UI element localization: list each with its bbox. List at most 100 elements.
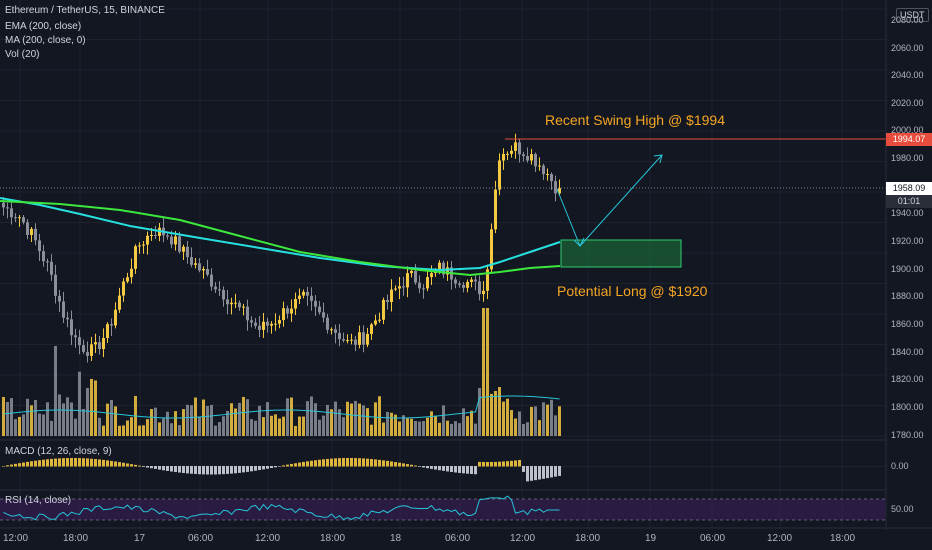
- volume-bar: [530, 406, 533, 436]
- candle-body: [174, 236, 177, 245]
- symbol-legend[interactable]: Ethereum / TetherUS, 15, BINANCE: [5, 5, 165, 16]
- macd-bar: [194, 466, 197, 475]
- macd-bar: [198, 466, 201, 475]
- macd-bar: [174, 466, 177, 473]
- macd-bar: [126, 463, 129, 467]
- candle-body: [82, 345, 85, 352]
- volume-bar: [370, 424, 373, 436]
- macd-bar: [446, 466, 449, 472]
- candle-body: [350, 339, 353, 341]
- candle-body: [334, 329, 337, 333]
- candle-body: [322, 312, 325, 318]
- ema-line: [0, 197, 561, 272]
- candle-body: [130, 268, 133, 278]
- macd-bar: [158, 466, 161, 470]
- candle-body: [538, 165, 541, 167]
- candle-body: [6, 207, 9, 209]
- macd-bar: [546, 466, 549, 479]
- macd-bar: [270, 466, 273, 469]
- volume-bar: [302, 416, 305, 436]
- candle-body: [58, 295, 61, 302]
- candle-body: [10, 208, 13, 218]
- macd-bar: [286, 464, 289, 467]
- volume-bar: [158, 422, 161, 436]
- time-label: 18:00: [575, 533, 601, 544]
- macd-bar: [34, 460, 37, 467]
- macd-bar: [482, 461, 485, 467]
- volume-bar: [190, 405, 193, 436]
- candle-body: [250, 320, 253, 323]
- candle-body: [354, 339, 357, 345]
- candle-body: [94, 342, 97, 345]
- candle-body: [46, 261, 49, 263]
- candle-body: [422, 288, 425, 290]
- volume-bar: [38, 413, 41, 436]
- candle-body: [2, 202, 5, 208]
- macd-bar: [454, 466, 457, 473]
- candle-body: [186, 246, 189, 258]
- price-label: 1840.00: [891, 347, 924, 357]
- volume-bar: [118, 425, 121, 436]
- currency-button[interactable]: USDT: [896, 8, 929, 22]
- ema-legend[interactable]: EMA (200, close): [5, 21, 82, 32]
- macd-legend[interactable]: MACD (12, 26, close, 9): [5, 446, 112, 457]
- volume-bar: [50, 420, 53, 436]
- candle-body: [342, 339, 345, 341]
- macd-bar: [90, 458, 93, 467]
- candle-body: [470, 279, 473, 283]
- ma-legend[interactable]: MA (200, close, 0): [5, 35, 86, 46]
- candle-body: [178, 236, 181, 252]
- candle-body: [310, 295, 313, 301]
- volume-bar: [10, 398, 13, 436]
- volume-bar: [126, 420, 129, 436]
- candle-body: [526, 155, 529, 161]
- candle-body: [98, 342, 101, 350]
- volume-bar: [234, 408, 237, 436]
- candle-body: [106, 324, 109, 338]
- volume-bar: [182, 409, 185, 436]
- macd-bar: [150, 466, 153, 469]
- candle-body: [398, 286, 401, 289]
- volume-bar: [102, 425, 105, 436]
- macd-bar: [274, 466, 277, 468]
- volume-bar: [94, 380, 97, 436]
- macd-bar: [242, 466, 245, 473]
- swing-high-price-tag: 1994.07: [886, 133, 932, 146]
- macd-bar: [190, 466, 193, 474]
- volume-bar: [394, 414, 397, 436]
- macd-bar: [526, 466, 529, 482]
- time-label: 18:00: [830, 533, 856, 544]
- time-label: 12:00: [255, 533, 281, 544]
- time-label: 18: [390, 533, 402, 544]
- volume-bar: [426, 417, 429, 436]
- rsi-legend[interactable]: RSI (14, close): [5, 495, 72, 506]
- macd-bar: [330, 458, 333, 467]
- volume-bar: [534, 406, 537, 436]
- macd-bar: [182, 466, 185, 474]
- swing-high-annotation: Recent Swing High @ $1994: [545, 112, 725, 128]
- vol-legend[interactable]: Vol (20): [5, 49, 40, 60]
- price-label: 1860.00: [891, 319, 924, 329]
- macd-bar: [50, 458, 53, 467]
- candle-body: [458, 283, 461, 285]
- volume-ma-line: [3, 395, 560, 419]
- volume-bar: [406, 418, 409, 436]
- price-label: 2000.00: [891, 125, 924, 135]
- volume-bar: [130, 417, 133, 436]
- macd-bar: [494, 461, 497, 467]
- candle-body: [402, 286, 405, 288]
- candle-body: [414, 270, 417, 283]
- volume-bar: [554, 415, 557, 436]
- volume-bar: [470, 410, 473, 436]
- macd-bar: [234, 466, 237, 474]
- candle-body: [294, 299, 297, 309]
- candle-body: [486, 269, 489, 291]
- rsi-band: [0, 499, 885, 520]
- macd-bar: [514, 460, 517, 467]
- candle-body: [306, 291, 309, 296]
- volume-bar: [458, 423, 461, 436]
- macd-bar: [438, 466, 441, 471]
- volume-bar: [450, 423, 453, 436]
- long-zone-box: [560, 239, 682, 268]
